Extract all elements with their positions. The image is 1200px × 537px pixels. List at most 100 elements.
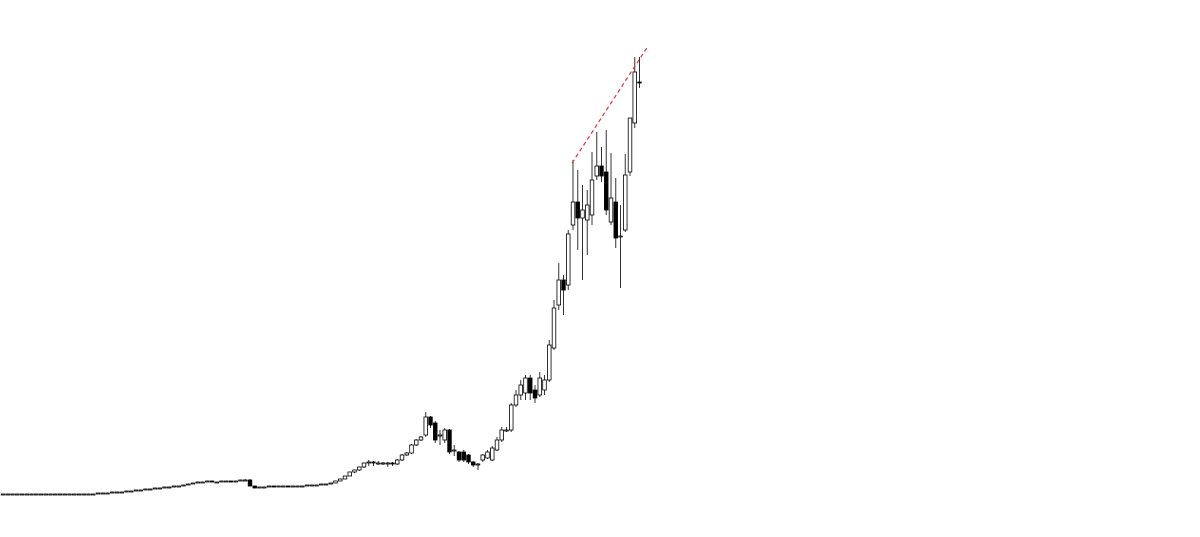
candle-body [395, 459, 400, 465]
candle-body [637, 81, 642, 84]
candle-down [428, 416, 433, 428]
candle-body [618, 235, 623, 238]
candle-body [480, 454, 485, 461]
candle-up [518, 380, 523, 400]
candle-up [542, 375, 547, 395]
candle-up [589, 152, 595, 225]
candle-up [623, 154, 628, 232]
candle-body [347, 471, 352, 477]
candle-body [556, 279, 561, 306]
candle-up [304, 484, 310, 487]
candle-up [452, 445, 457, 456]
candle-up [186, 483, 191, 486]
candle-body [509, 404, 514, 431]
candle-body [613, 201, 618, 239]
candle-body [485, 451, 490, 459]
candle-body [186, 483, 191, 486]
candle-body [537, 377, 542, 396]
candle-down [252, 485, 257, 489]
candle-up [347, 471, 352, 477]
candle-body [119, 491, 124, 494]
candle-up [162, 486, 167, 489]
candle-body [585, 204, 590, 221]
candle-down [528, 375, 533, 400]
candle-body [632, 71, 637, 124]
candle-up [91, 493, 96, 496]
candle-up [67, 493, 72, 496]
candle-up [53, 493, 58, 496]
candle-body [0, 493, 6, 496]
candle-up [10, 493, 15, 496]
candle-up [352, 469, 357, 473]
candle-body [38, 493, 44, 496]
candle-up [138, 489, 143, 492]
candle-down [271, 485, 276, 488]
candle-body [167, 486, 172, 489]
candle-body [148, 488, 153, 491]
candle-body [129, 490, 134, 493]
candle-down [466, 454, 471, 464]
candle-up [309, 484, 314, 487]
candle-body [266, 485, 272, 488]
candle-up [43, 493, 48, 496]
candle-body [561, 279, 566, 291]
candle-up [523, 375, 528, 400]
candle-body [10, 493, 15, 496]
candle-body [209, 480, 215, 483]
candle-up [319, 483, 324, 486]
candle-up [281, 485, 286, 488]
candle-body [233, 480, 238, 483]
candle-body [34, 493, 39, 496]
candle-body [152, 487, 158, 490]
candle-body [309, 484, 314, 487]
candle-body [580, 209, 585, 219]
candle-down [447, 429, 452, 454]
candle-body [504, 429, 509, 432]
candle-up [509, 403, 514, 432]
candle-up [133, 489, 139, 492]
candle-up [513, 390, 519, 407]
candle-body [114, 491, 120, 494]
candle-body [589, 179, 595, 216]
candle-body [48, 493, 53, 496]
candle-body [323, 483, 329, 486]
candle-body [566, 233, 571, 286]
candle-up [214, 481, 219, 484]
candle-body [328, 482, 333, 485]
candle-up [5, 493, 10, 496]
candle-body [171, 485, 177, 488]
candle-body [461, 451, 466, 461]
candle-up [361, 462, 367, 468]
candle-up [200, 481, 205, 484]
candle-body [414, 439, 419, 446]
candle-up [418, 436, 424, 441]
candle-body [523, 377, 528, 394]
candle-body [143, 488, 148, 491]
candle-up [224, 480, 229, 483]
candle-up [34, 493, 39, 496]
candle-up [409, 444, 414, 454]
candle-body [466, 454, 471, 463]
candle-down [561, 275, 566, 315]
candle-body [599, 165, 604, 177]
candle-up [499, 427, 504, 442]
candle-body [228, 480, 234, 483]
candle-body [110, 491, 115, 494]
candle-up [119, 491, 124, 494]
candle-down [371, 461, 376, 466]
candle-body [547, 344, 552, 381]
candle-up [580, 185, 585, 280]
candle-body [100, 492, 105, 495]
candle-body [5, 493, 10, 496]
candle-up [399, 454, 405, 461]
candle-up [95, 492, 101, 495]
candle-body [72, 493, 77, 496]
candle-body [494, 439, 500, 451]
candle-up [385, 462, 390, 467]
candle-body [428, 416, 433, 426]
candle-body [423, 416, 428, 436]
candle-up [608, 153, 614, 225]
candle-up [148, 488, 153, 491]
candle-body [366, 461, 371, 464]
